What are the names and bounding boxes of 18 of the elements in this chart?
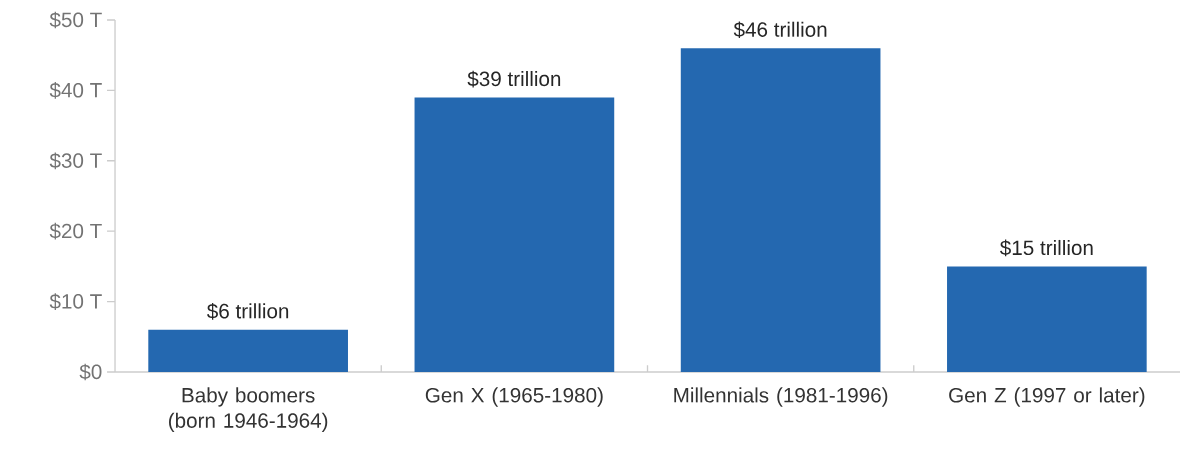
x-tick-label: Millennials (1981-1996) <box>674 387 888 407</box>
y-tick-label: $40 T <box>49 82 102 99</box>
y-tick-label: $50 T <box>49 11 102 29</box>
bar <box>148 329 348 372</box>
data-label: $46 trillion <box>733 21 827 39</box>
y-tick-label: $30 T <box>49 152 102 170</box>
data-label: $39 trillion <box>467 70 561 88</box>
data-label: $15 trillion <box>1000 239 1093 257</box>
y-tick-label: $20 T <box>49 222 102 240</box>
bar <box>414 97 615 372</box>
bar <box>680 48 881 372</box>
x-tick-label: Gen Z (1997 or later) <box>949 387 1145 407</box>
x-tick-label: Baby boomers (born 1946-1964) <box>168 387 328 432</box>
y-tick-label: $10 T <box>49 293 102 310</box>
y-tick-label: $0 <box>79 363 102 381</box>
bar <box>947 266 1147 372</box>
data-label: $6 trillion <box>207 302 289 320</box>
x-tick-label: Gen X (1965-1980) <box>425 387 603 407</box>
